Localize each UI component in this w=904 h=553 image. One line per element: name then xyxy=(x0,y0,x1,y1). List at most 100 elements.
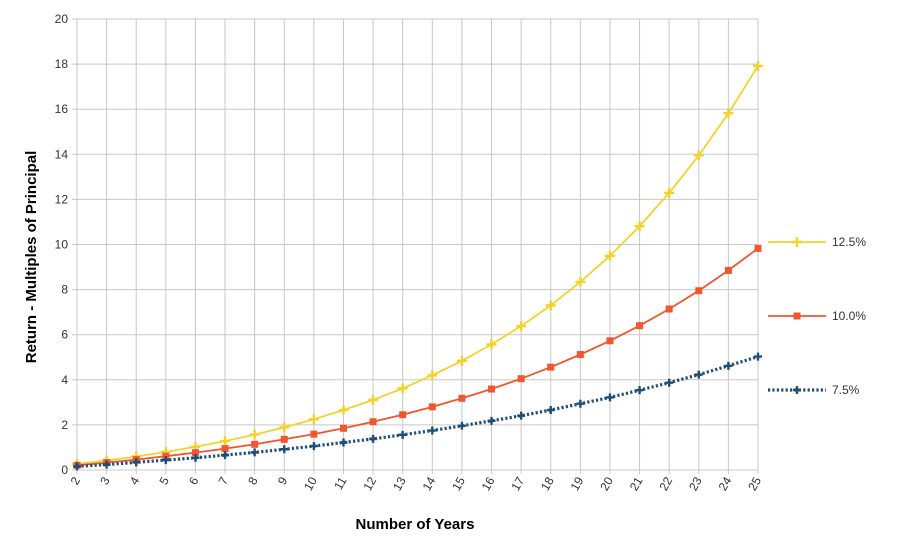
data-point xyxy=(635,386,644,395)
x-tick-label: 20 xyxy=(597,474,616,493)
data-point xyxy=(547,363,555,371)
data-point xyxy=(428,426,437,435)
data-point xyxy=(338,405,349,416)
data-point xyxy=(279,422,290,433)
legend-marker xyxy=(793,312,801,320)
data-point xyxy=(517,411,526,420)
data-point xyxy=(428,403,436,411)
x-tick-label: 25 xyxy=(745,474,764,493)
data-point xyxy=(398,430,407,439)
data-point xyxy=(634,221,645,232)
y-axis-title: Return - Multiples of Principal xyxy=(23,151,40,364)
data-point xyxy=(310,430,318,438)
data-point xyxy=(724,361,733,370)
x-tick-label: 15 xyxy=(449,474,468,493)
data-point xyxy=(251,440,259,448)
data-point xyxy=(724,266,732,274)
data-point xyxy=(399,411,407,419)
data-point xyxy=(754,352,762,361)
data-point xyxy=(339,424,347,432)
x-tick-label: 13 xyxy=(390,474,409,493)
data-point xyxy=(221,451,230,460)
x-tick-label: 17 xyxy=(508,474,527,493)
data-point xyxy=(753,60,763,71)
series-group xyxy=(72,60,763,471)
y-tick-label: 0 xyxy=(61,463,68,477)
x-tick-label: 22 xyxy=(656,474,675,493)
data-point xyxy=(427,370,438,381)
series-line xyxy=(76,355,759,468)
data-point xyxy=(488,385,496,393)
x-tick-label: 18 xyxy=(538,474,557,493)
data-point xyxy=(545,300,556,311)
y-tick-label: 4 xyxy=(61,373,68,387)
data-point xyxy=(458,394,466,402)
data-point xyxy=(517,375,525,383)
series-12.5% xyxy=(72,60,763,469)
data-point xyxy=(280,445,289,454)
data-point xyxy=(220,436,231,447)
data-point xyxy=(694,370,703,379)
data-point xyxy=(249,429,260,440)
data-point xyxy=(664,187,675,198)
x-tick-label: 16 xyxy=(479,474,498,493)
data-point xyxy=(665,305,673,313)
legend: 12.5% 10.0% 7.5% xyxy=(768,235,866,397)
data-point xyxy=(665,378,674,387)
data-point xyxy=(102,460,111,469)
x-tick-label: 3 xyxy=(97,474,113,487)
data-point xyxy=(576,351,584,359)
data-point xyxy=(368,394,379,405)
data-point xyxy=(309,442,318,451)
data-point xyxy=(457,421,466,430)
series-7.5% xyxy=(73,352,762,471)
data-point xyxy=(132,458,141,467)
series-10.0% xyxy=(73,244,762,469)
data-point xyxy=(369,434,378,443)
x-tick-label: 4 xyxy=(127,474,143,487)
data-point xyxy=(575,276,586,287)
legend-label: 12.5% xyxy=(832,235,866,249)
x-tick-label: 5 xyxy=(156,474,172,487)
x-tick-label: 7 xyxy=(216,474,232,487)
data-point xyxy=(397,383,408,394)
data-point xyxy=(280,435,288,443)
data-point xyxy=(73,462,81,471)
data-point xyxy=(723,108,734,119)
data-point xyxy=(546,406,555,415)
data-point xyxy=(606,337,614,345)
x-tick-label: 14 xyxy=(420,474,439,493)
data-point xyxy=(161,456,170,465)
y-tick-label: 2 xyxy=(61,418,68,432)
x-axis-title: Number of Years xyxy=(356,516,475,533)
y-tick-label: 10 xyxy=(55,238,69,252)
data-point xyxy=(487,416,496,425)
y-tick-label: 18 xyxy=(55,57,69,71)
data-point xyxy=(754,244,762,252)
x-tick-label: 8 xyxy=(245,474,261,487)
data-point xyxy=(369,418,377,426)
x-tick-label: 23 xyxy=(686,474,705,493)
legend-marker xyxy=(793,386,801,394)
series-line xyxy=(76,247,759,467)
data-point xyxy=(636,322,644,330)
data-point xyxy=(605,393,614,402)
data-point xyxy=(693,150,704,161)
x-tick-label: 10 xyxy=(301,474,320,493)
data-point xyxy=(250,448,259,457)
legend-item: 12.5% xyxy=(768,235,866,249)
data-point xyxy=(576,399,585,408)
data-point xyxy=(695,287,703,295)
x-tick-labels: 2 3 4 5 6 7 8 9 10 11 12 13 14 15 16 17 18 19 20 21 22 23 24 25 xyxy=(68,474,765,493)
y-tick-label: 12 xyxy=(55,192,69,206)
data-point xyxy=(191,453,200,462)
y-tick-labels: 0 2 4 6 8 10 12 14 16 18 20 xyxy=(55,12,69,477)
legend-item: 10.0% xyxy=(768,309,866,323)
x-tick-label: 11 xyxy=(331,474,350,492)
legend-item: 7.5% xyxy=(768,383,860,397)
x-tick-label: 24 xyxy=(716,474,735,493)
legend-label: 7.5% xyxy=(832,383,860,397)
y-tick-label: 6 xyxy=(61,328,68,342)
x-tick-label: 6 xyxy=(186,474,202,487)
